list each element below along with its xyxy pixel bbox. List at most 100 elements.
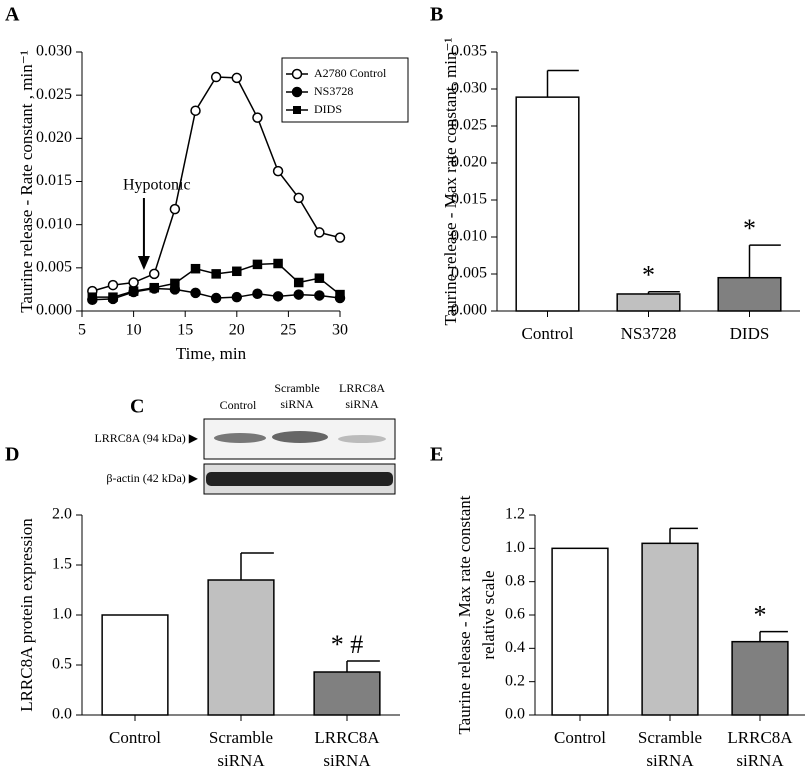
bar [641,542,699,716]
y-tick-label: 0.6 [505,606,525,623]
y-axis-label: Taurine release - Rate constant , min⁻¹ [17,50,36,313]
x-tick-label: Control [109,728,161,747]
marker [272,165,284,177]
y-axis-label: LRRC8A protein expression [17,518,36,712]
marker [128,277,139,288]
y-tick-label: 1.2 [505,506,525,523]
y-tick-label: 1.5 [52,556,72,573]
marker [334,232,346,243]
significance-mark: * [743,214,756,243]
x-tick-label: siRNA [323,751,371,770]
y-tick-label: 1.0 [505,539,525,556]
blot-column-label: siRNA [345,397,379,411]
marker [128,286,139,296]
western-blot [203,418,396,495]
legend-frame [281,57,409,123]
y-tick-label: 0.035 [451,43,487,60]
bar [731,640,789,716]
marker [107,279,119,291]
y-tick-label: 0.015 [36,172,72,189]
marker [210,71,222,83]
marker [190,263,201,274]
y-axis-label: Taurine release - Max rate constant, min… [441,37,460,325]
legend: A2780 Control NS3728 DIDS [281,57,409,123]
blot-band [338,435,386,443]
legend-label: A2780 Control [314,66,387,80]
significance-mark: * [754,601,767,630]
x-tick-label: 10 [126,322,142,339]
y-tick-label: 2.0 [52,506,72,523]
bar [313,671,381,716]
blot-column-label: Control [220,398,257,412]
bar [101,614,169,716]
marker [232,266,242,277]
legend-label: DIDS [314,102,342,116]
marker [108,292,118,302]
marker [170,278,180,289]
significance-mark: * [642,261,655,290]
marker [293,277,304,288]
bar [717,276,782,312]
x-tick-label: siRNA [217,751,265,770]
y-tick-label: 0.020 [36,129,72,146]
y-tick-label: 0.0 [505,706,525,723]
x-tick-label: NS3728 [621,324,677,343]
y-tick-label: 0.8 [505,572,525,589]
marker [252,259,263,270]
marker [190,105,201,116]
x-tick-label: 5 [78,322,86,339]
marker [87,292,98,302]
y-tick-label: 0.025 [36,86,72,103]
x-tick-label: 30 [332,322,348,339]
panel-label: A [5,4,20,26]
y-tick-label: 0.025 [451,117,487,134]
y-tick-label: 0.000 [451,302,487,319]
panel-label: B [430,4,443,26]
panel-label: C [130,396,144,418]
marker [335,289,345,300]
blot-column-label: siRNA [280,397,314,411]
marker [190,287,201,299]
x-tick-label: 20 [229,322,245,339]
marker [314,290,325,301]
y-tick-label: 0.000 [36,302,72,319]
x-tick-label: LRRC8A [727,728,793,747]
y-tick-label: 0.005 [36,259,72,276]
y-tick-label: 0.020 [451,154,487,171]
marker [231,291,243,303]
marker [272,291,284,302]
x-tick-label: siRNA [646,751,694,770]
significance-mark: * # [331,630,364,659]
legend-marker [293,106,301,114]
blot-column-label: Scramble [274,381,319,395]
marker [293,192,304,204]
y-tick-label: 0.5 [52,656,72,673]
y-tick-label: 0.005 [451,265,487,282]
y-tick-label: 0.4 [505,639,525,656]
x-tick-label: Control [522,324,574,343]
marker [210,292,222,304]
x-tick-label: Scramble [209,728,273,747]
marker [252,288,263,299]
blot-row-label: β-actin (42 kDa) ▶ [106,471,198,485]
y-tick-label: 0.2 [505,672,525,689]
blot-band [206,472,393,486]
marker [169,203,181,215]
marker [293,289,304,300]
bar [207,579,275,716]
x-tick-label: DIDS [730,324,770,343]
y-tick-label: 0.030 [36,43,72,60]
blot-band [272,431,328,443]
y-tick-label: 1.0 [52,606,72,623]
annotation: Hypotonic [123,177,191,194]
blot-column-label: LRRC8A [339,381,385,395]
blot-row-label: LRRC8A (94 kDa) ▶ [94,431,198,445]
x-tick-label: LRRC8A [314,728,380,747]
marker [211,269,221,279]
legend-marker [291,68,303,80]
x-tick-label: Scramble [638,728,702,747]
x-axis-label: Time, min [176,344,247,363]
marker [314,273,325,283]
panel-label: E [430,444,443,466]
